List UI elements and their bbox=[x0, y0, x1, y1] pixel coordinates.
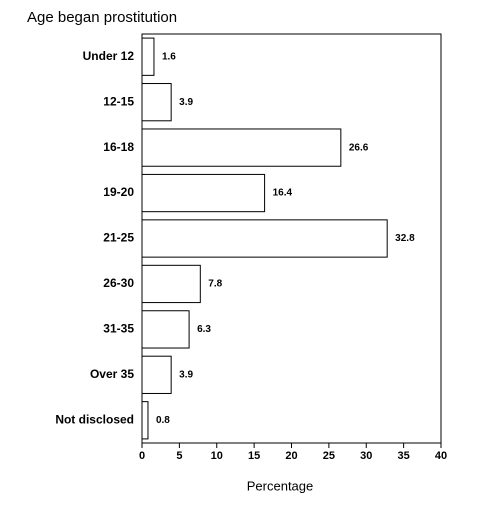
value-label: 0.8 bbox=[156, 415, 170, 426]
bar bbox=[141, 83, 172, 122]
x-tick-label: 10 bbox=[211, 450, 223, 462]
x-axis-label: Percentage bbox=[247, 478, 314, 493]
value-label: 7.8 bbox=[208, 279, 222, 290]
y-tick-label: 26-30 bbox=[103, 276, 134, 290]
x-tick-label: 5 bbox=[176, 450, 182, 462]
value-label: 1.6 bbox=[162, 51, 176, 62]
y-tick-label: 16-18 bbox=[103, 140, 134, 154]
x-tick-label: 20 bbox=[285, 450, 297, 462]
value-label: 3.9 bbox=[179, 97, 193, 108]
x-tick-label: 15 bbox=[248, 450, 260, 462]
bar bbox=[141, 173, 266, 213]
x-tick-label: 25 bbox=[323, 450, 335, 462]
value-label: 3.9 bbox=[179, 369, 193, 380]
value-label: 6.3 bbox=[197, 324, 211, 335]
x-tick-label: 35 bbox=[398, 450, 410, 462]
x-tick-label: 40 bbox=[435, 450, 447, 462]
y-tick-label: Under 12 bbox=[83, 49, 135, 63]
bar bbox=[141, 355, 172, 394]
chart-title: Age began prostitution bbox=[27, 9, 177, 26]
value-label: 26.6 bbox=[349, 142, 369, 153]
bar bbox=[141, 37, 155, 76]
bar bbox=[141, 219, 388, 258]
y-tick-label: 19-20 bbox=[103, 185, 134, 199]
bar bbox=[141, 264, 201, 304]
value-label: 16.4 bbox=[273, 188, 293, 199]
y-tick-label: 12-15 bbox=[103, 94, 134, 108]
value-label: 32.8 bbox=[395, 233, 415, 244]
y-tick-label: Not disclosed bbox=[55, 412, 134, 426]
x-tick-label: 30 bbox=[360, 450, 372, 462]
y-tick-label: Over 35 bbox=[90, 367, 134, 381]
bar bbox=[141, 128, 342, 167]
bar bbox=[141, 401, 149, 440]
x-tick-label: 0 bbox=[139, 450, 145, 462]
y-tick-label: 21-25 bbox=[103, 231, 134, 245]
y-tick-label: 31-35 bbox=[103, 322, 134, 336]
bar bbox=[141, 310, 190, 349]
